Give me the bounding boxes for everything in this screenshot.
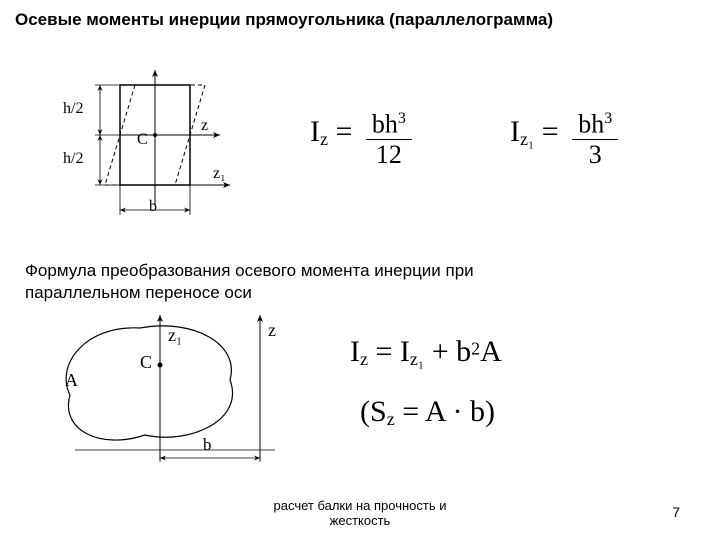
label-C: C: [137, 131, 148, 149]
label-C2: C: [140, 352, 152, 373]
formula-Iz1: Iz₁ = bh33: [510, 105, 618, 170]
label-b: b: [149, 198, 157, 216]
page-number: 7: [672, 504, 680, 520]
label-h2-bot: h/2: [63, 150, 83, 168]
label-b2: b: [203, 435, 212, 455]
label-z1-2: z₁: [168, 325, 182, 346]
parallel-axis-subtitle: Формула преобразования осевого момента и…: [25, 260, 474, 304]
section-rectangle: h/2 h/2 b C z z₁ Iz = bh312 Iz₁ = bh33: [50, 60, 670, 240]
label-h2-top: h/2: [63, 100, 83, 118]
rectangle-diagram: h/2 h/2 b C z z₁: [55, 65, 255, 240]
formula-Iz: Iz = bh312: [310, 105, 412, 170]
blob-diagram: A C z₁ z b: [45, 310, 305, 485]
label-A: A: [65, 370, 78, 391]
label-z: z: [201, 117, 208, 135]
label-z1: z₁: [213, 165, 226, 183]
footer-text: расчет балки на прочность и жесткость: [0, 498, 720, 528]
formula-static-moment: (Sz = A · b): [360, 395, 495, 430]
page-title: Осевые моменты инерции прямоугольника (п…: [15, 10, 553, 30]
formula-parallel-axis: Iz = Iz₁ + b2A: [350, 335, 502, 370]
section-parallel-axis: A C z₁ z b Iz = Iz₁ + b2A (Sz = A · b): [40, 305, 680, 495]
label-z2: z: [268, 320, 276, 341]
